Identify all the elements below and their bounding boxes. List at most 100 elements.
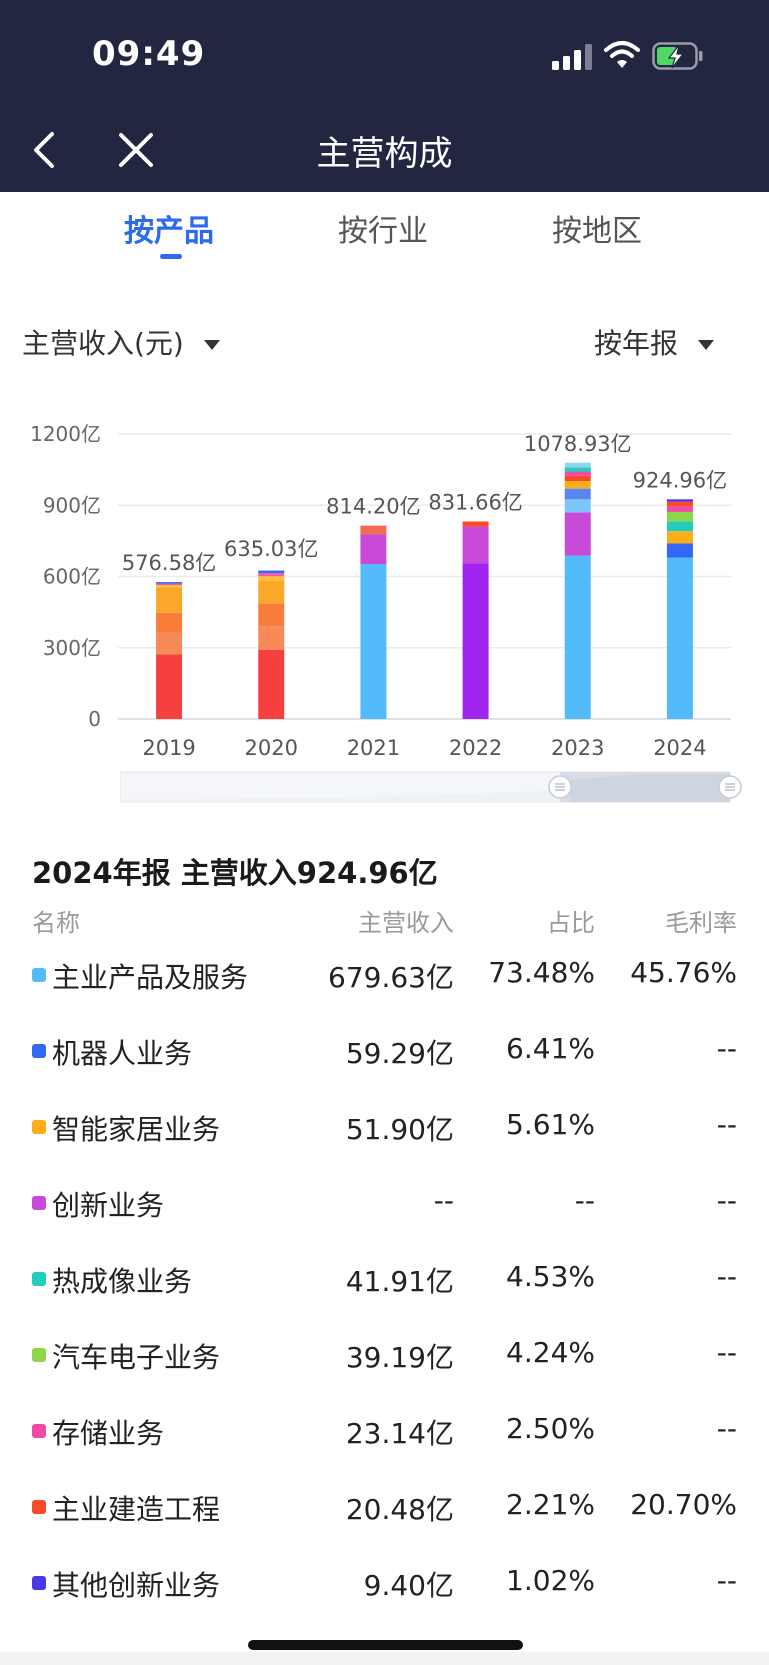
revenue-stacked-bar-chart: 0 300亿 600亿 900亿 1200亿 576.58亿 2019 635.03亿 2020…: [30, 422, 731, 760]
bar-segment: [156, 612, 183, 633]
table-row[interactable]: 汽车电子业务 39.19亿 4.24% --: [0, 1330, 769, 1380]
bar-total-label: 814.20亿: [326, 495, 420, 519]
clock: 09:49: [92, 34, 206, 74]
table-row[interactable]: 主业产品及服务 679.63亿 73.48% 45.76%: [0, 950, 769, 1000]
cellular-signal-icon: [552, 44, 592, 70]
row-share: --: [574, 1184, 595, 1217]
bar-segment: [156, 654, 183, 719]
row-revenue: 51.90亿: [345, 1113, 454, 1146]
tab-by-industry[interactable]: 按行业: [338, 214, 428, 249]
row-gross-margin: --: [716, 1564, 737, 1597]
legend-swatch: [32, 1500, 46, 1514]
bar-segment: [666, 506, 693, 512]
legend-swatch: [32, 1576, 46, 1590]
metric-dropdown-label: 主营收入(元): [22, 327, 184, 360]
x-tick-label: 2023: [551, 736, 604, 760]
row-share: 2.50%: [506, 1412, 595, 1445]
close-icon[interactable]: [116, 130, 156, 170]
row-name: 汽车电子业务: [52, 1341, 221, 1374]
legend-swatch: [32, 1348, 46, 1362]
row-gross-margin: --: [716, 1032, 737, 1065]
legend-swatch: [32, 1196, 46, 1210]
table-header: 名称 主营收入 占比 毛利率: [0, 903, 769, 939]
legend-swatch: [32, 1120, 46, 1134]
x-tick-label: 2022: [449, 736, 502, 760]
row-name: 主业建造工程: [52, 1493, 221, 1526]
wifi-icon: [604, 41, 640, 68]
bar-segment: [156, 632, 183, 655]
bar-total-label: 924.96亿: [633, 468, 727, 492]
row-revenue: 23.14亿: [345, 1417, 454, 1450]
page-title: 主营构成: [316, 134, 453, 174]
bar-segment: [564, 467, 591, 472]
x-tick-label: 2020: [245, 736, 298, 760]
bar-total-label: 576.58亿: [122, 551, 216, 575]
tab-bar: 按产品 按行业 按地区: [0, 192, 769, 262]
row-name: 热成像业务: [52, 1265, 193, 1298]
row-name: 创新业务: [52, 1189, 165, 1222]
row-revenue: 39.19亿: [345, 1341, 454, 1374]
row-gross-margin: --: [716, 1108, 737, 1141]
table-row[interactable]: 智能家居业务 51.90亿 5.61% --: [0, 1102, 769, 1152]
table-row[interactable]: 存储业务 23.14亿 2.50% --: [0, 1406, 769, 1456]
row-share: 6.41%: [506, 1032, 595, 1065]
bar-segment: [666, 531, 693, 544]
bar-segment: [564, 471, 591, 476]
bar-segment: [462, 563, 489, 719]
bar-segment: [156, 583, 183, 586]
bar-total-label: 1078.93亿: [524, 432, 632, 456]
bar-segment: [258, 576, 285, 582]
dropdown-caret-icon: [698, 340, 715, 350]
table-row[interactable]: 创新业务 -- -- --: [0, 1178, 769, 1228]
metric-dropdown[interactable]: 主营收入(元): [22, 322, 220, 362]
nav-bar: 主营构成: [0, 110, 769, 192]
header-name: 名称: [32, 909, 80, 937]
bar-segment: [564, 512, 591, 556]
row-revenue: 41.91亿: [345, 1265, 454, 1298]
bar-segment: [666, 501, 693, 507]
bar-segment: [666, 521, 693, 532]
bar-segment: [156, 587, 183, 613]
legend-swatch: [32, 968, 46, 982]
slider-left-handle[interactable]: [548, 775, 572, 799]
row-gross-margin: --: [716, 1184, 737, 1217]
chart-range-slider[interactable]: [120, 768, 742, 806]
home-indicator[interactable]: [248, 1640, 523, 1650]
y-tick-label: 300亿: [43, 636, 101, 660]
row-revenue: 679.63亿: [328, 961, 454, 994]
bar-segment: [156, 585, 183, 588]
header-gross-margin: 毛利率: [665, 909, 737, 937]
table-row[interactable]: 主业建造工程 20.48亿 2.21% 20.70%: [0, 1482, 769, 1532]
tab-by-product[interactable]: 按产品: [124, 214, 214, 249]
breakdown-title: 2024年报 主营收入924.96亿: [32, 856, 438, 890]
x-tick-label: 2019: [142, 736, 195, 760]
bar-segment: [360, 534, 387, 565]
row-name: 其他创新业务: [52, 1569, 221, 1602]
bar-segment: [258, 570, 285, 574]
slider-right-handle[interactable]: [718, 775, 742, 799]
row-revenue: 59.29亿: [345, 1037, 454, 1070]
table-row[interactable]: 热成像业务 41.91亿 4.53% --: [0, 1254, 769, 1304]
back-arrow-icon[interactable]: [28, 128, 68, 172]
header-share: 占比: [547, 909, 595, 937]
row-share: 1.02%: [506, 1564, 595, 1597]
bar-segment: [462, 521, 489, 527]
y-tick-label: 600亿: [43, 565, 101, 589]
period-dropdown-label: 按年报: [594, 327, 679, 360]
legend-swatch: [32, 1272, 46, 1286]
table-row[interactable]: 机器人业务 59.29亿 6.41% --: [0, 1026, 769, 1076]
bar-segment: [666, 543, 693, 558]
row-name: 智能家居业务: [52, 1113, 221, 1146]
bar-total-label: 831.66亿: [428, 490, 522, 514]
status-bar: 09:49: [0, 0, 769, 110]
row-gross-margin: --: [716, 1260, 737, 1293]
period-dropdown[interactable]: 按年报: [594, 322, 715, 362]
tab-by-region[interactable]: 按地区: [552, 214, 642, 249]
row-name: 主业产品及服务: [52, 961, 249, 994]
bar-segment: [258, 626, 285, 650]
table-row[interactable]: 其他创新业务 9.40亿 1.02% --: [0, 1558, 769, 1608]
legend-swatch: [32, 1424, 46, 1438]
row-gross-margin: --: [716, 1412, 737, 1445]
row-revenue: --: [433, 1184, 454, 1217]
bar-segment: [564, 499, 591, 513]
